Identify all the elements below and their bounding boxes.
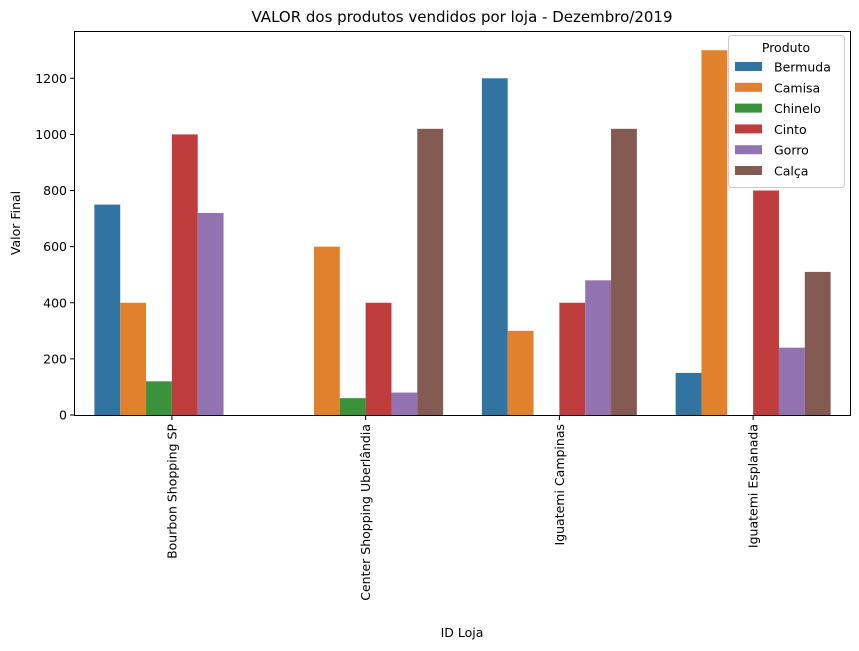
legend-swatch-calça [735,166,762,175]
plot-frame [74,31,851,416]
bar-chinelo-0 [146,381,172,415]
bars-group [94,50,831,416]
bar-camisa-0 [120,302,147,415]
legend-label-calça: Calça [774,164,808,179]
x-axis: Bourbon Shopping SP Center Shopping Uberl… [164,415,761,601]
y-tick-label: 0 [59,408,67,423]
legend-swatch-cinto [735,124,762,134]
y-tick-label: 200 [43,351,67,366]
legend-label-chinelo: Chinelo [774,101,821,116]
bar-calça-2 [611,128,637,416]
legend-label-gorro: Gorro [774,143,809,158]
y-axis-title: Valor Final [8,191,23,255]
bar-chinelo-1 [339,398,366,415]
bar-calça-1 [417,128,444,416]
bar-gorro-0 [197,212,224,415]
bar-camisa-2 [507,330,534,415]
legend: Produto Bermuda Camisa Chinelo Cinto Gorro Ca… [728,35,845,188]
legend-label-bermuda: Bermuda [774,60,831,75]
y-tick-label: 400 [43,295,67,310]
bar-gorro-2 [585,280,612,415]
x-tick-label: Bourbon Shopping SP [164,424,179,559]
plot-area [74,31,851,416]
bar-gorro-1 [391,392,418,415]
bar-bermuda-3 [675,372,702,415]
x-tick-label: Iguatemi Campinas [552,424,567,545]
legend-label-camisa: Camisa [774,80,820,95]
bar-bermuda-0 [94,204,121,415]
bar-cinto-0 [171,134,198,415]
legend-items: Bermuda Camisa Chinelo Cinto Gorro Calça [735,60,831,179]
legend-label-cinto: Cinto [774,122,807,137]
y-tick-label: 600 [43,239,67,254]
bar-cinto-2 [559,302,586,415]
y-axis: 0 200 400 600 800 1000 1200 [35,71,75,423]
y-tick-label: 1000 [35,127,67,142]
legend-swatch-bermuda [735,62,762,71]
bar-cinto-1 [365,302,392,415]
bar-gorro-3 [778,347,805,415]
bar-camisa-3 [701,50,728,416]
x-tick-label: Center Shopping Uberlândia [358,424,373,601]
bar-calça-3 [804,271,831,415]
chart-title: VALOR dos produtos vendidos por loja - D… [252,8,673,26]
legend-swatch-gorro [735,145,762,155]
bar-cinto-3 [753,190,779,415]
legend-swatch-camisa [735,82,762,92]
bar-bermuda-2 [481,78,508,416]
x-tick-label: Iguatemi Esplanada [746,424,761,548]
y-tick-label: 800 [43,183,67,198]
x-axis-title: ID Loja [441,625,484,640]
bar-camisa-1 [313,246,340,415]
legend-title: Produto [762,40,810,55]
legend-swatch-chinelo [735,103,762,113]
y-tick-label: 1200 [35,71,67,86]
